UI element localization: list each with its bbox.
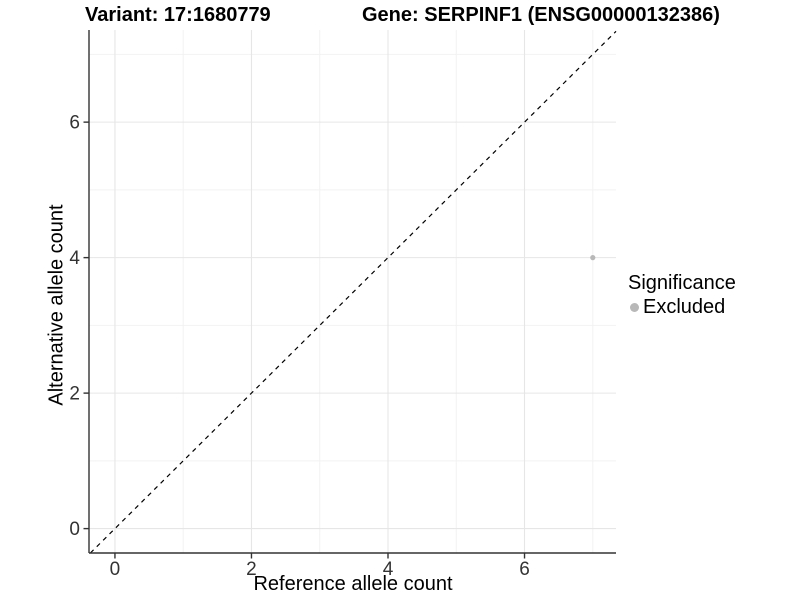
y-tick-label: 4 xyxy=(69,248,80,269)
excluded-point-icon xyxy=(630,303,639,312)
legend-title: Significance xyxy=(628,272,736,294)
legend: Significance Excluded xyxy=(628,272,736,319)
y-tick-label: 6 xyxy=(69,113,80,134)
y-tick-label: 2 xyxy=(69,384,80,405)
x-tick-label: 4 xyxy=(383,559,394,580)
plot-title-variant: Variant: 17:1680779 xyxy=(85,4,271,26)
identity-dashed-line xyxy=(89,30,617,554)
legend-item-label: Excluded xyxy=(643,296,726,318)
plot-title-gene: Gene: SERPINF1 (ENSG00000132386) xyxy=(362,4,720,26)
legend-item-excluded: Excluded xyxy=(628,296,736,319)
data-point xyxy=(590,255,596,261)
x-tick-label: 6 xyxy=(519,559,530,580)
x-axis-title: Reference allele count xyxy=(253,573,453,595)
y-axis-title: Alternative allele count xyxy=(45,204,68,406)
x-tick-label: 0 xyxy=(110,559,121,580)
y-tick-label: 0 xyxy=(69,519,80,540)
x-tick-label: 2 xyxy=(246,559,257,580)
